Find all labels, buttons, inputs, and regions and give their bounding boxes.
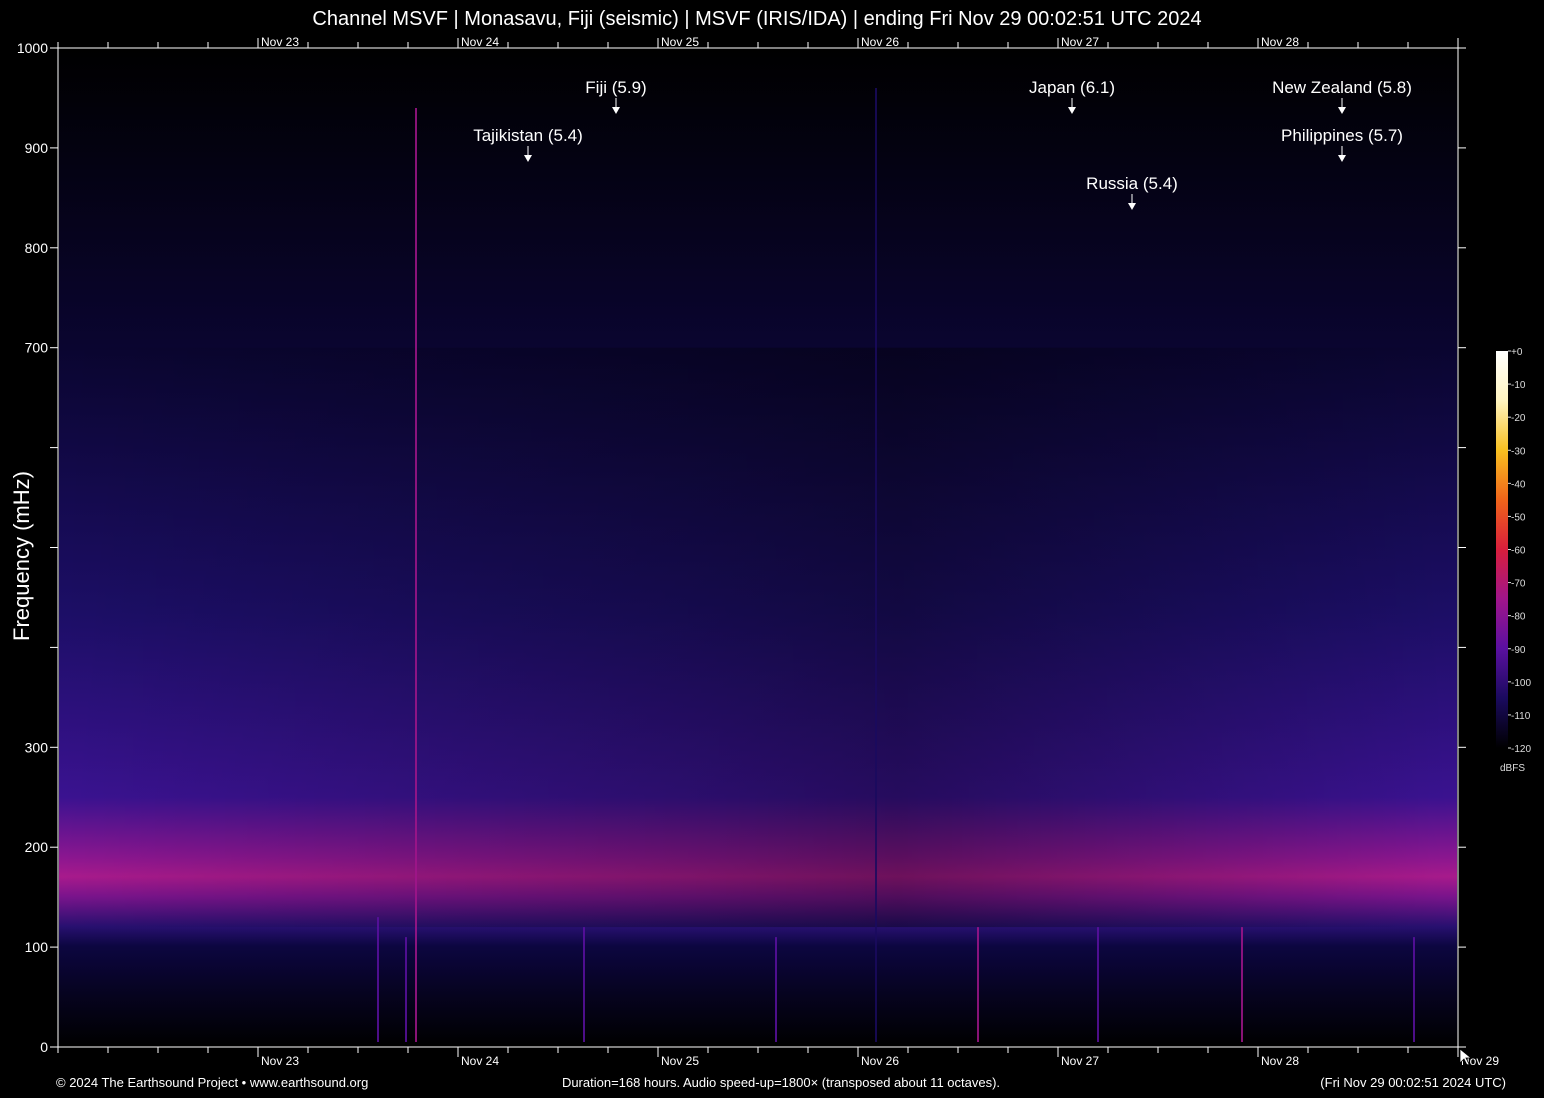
y-tick-label: 100: [25, 939, 49, 955]
y-tick-label: 0: [40, 1039, 48, 1055]
x-tick-label-top: Nov 24: [461, 35, 499, 49]
colorbar-tick-label: -100: [1511, 678, 1531, 689]
annotation-label: New Zealand (5.8): [1272, 78, 1412, 97]
x-tick-label-top: Nov 25: [661, 35, 699, 49]
colorbar-tick-label: -80: [1511, 612, 1526, 623]
footer-duration-info: Duration=168 hours. Audio speed-up=1800×…: [561, 1075, 1001, 1090]
colorbar-tick-label: -70: [1511, 579, 1526, 590]
x-tick-label-top: Nov 23: [261, 35, 299, 49]
y-tick-label: 1000: [17, 40, 48, 56]
earthquake-annotations: Tajikistan (5.4) Fiji (5.9) Japan (6.1) Rus…: [473, 78, 1412, 210]
colorbar-tick-label: -40: [1511, 479, 1526, 490]
footer-timestamp: (Fri Nov 29 00:02:51 2024 UTC): [1320, 1075, 1506, 1090]
y-tick-label: 900: [25, 140, 49, 156]
colorbar-tick-label: -10: [1511, 380, 1526, 391]
annotation-arrow-icon: [1068, 107, 1076, 114]
annotation-label: Tajikistan (5.4): [473, 126, 583, 145]
x-tick-label-top: Nov 28: [1261, 35, 1299, 49]
annotation-arrow-icon: [1338, 155, 1346, 162]
annotation-arrow-icon: [612, 107, 620, 114]
annotation-label: Japan (6.1): [1029, 78, 1115, 97]
colorbar-gradient: [1496, 351, 1508, 748]
spectrogram-midweek-fade: [59, 347, 1457, 928]
y-tick-label: 200: [25, 839, 49, 855]
spectrogram-image: [59, 49, 1457, 1046]
annotation-label: Fiji (5.9): [585, 78, 646, 97]
x-tick-label-bottom: Nov 25: [661, 1054, 699, 1068]
cursor-arrow-icon: [1459, 1048, 1473, 1066]
annotation-label: Philippines (5.7): [1281, 126, 1403, 145]
colorbar-tick-label: +0: [1511, 347, 1523, 358]
colorbar-tick-label: -50: [1511, 512, 1526, 523]
y-tick-label: 800: [25, 240, 49, 256]
colorbar-tick-label: -120: [1511, 744, 1531, 755]
event-streaks: [377, 87, 1415, 1043]
annotation-label: Russia (5.4): [1086, 174, 1178, 193]
x-tick-label-bottom: Nov 23: [261, 1054, 299, 1068]
colorbar-tick-label: -110: [1511, 711, 1531, 722]
colorbar-tick-label: -60: [1511, 546, 1526, 557]
annotation-arrow-icon: [524, 155, 532, 162]
x-tick-label-bottom: Nov 24: [461, 1054, 499, 1068]
x-tick-label-bottom: Nov 27: [1061, 1054, 1099, 1068]
axes: 0 100 200 300 700 800 900 1000 Nov 23 Nov 23 Nov 2…: [17, 35, 1500, 1068]
colorbar-tick-label: -90: [1511, 645, 1526, 656]
footer-copyright: © 2024 The Earthsound Project • www.eart…: [56, 1075, 369, 1090]
colorbar-tick-label: -20: [1511, 413, 1526, 424]
y-tick-label: 700: [25, 340, 49, 356]
annotation-arrow-icon: [1128, 203, 1136, 210]
colorbar-unit-label: dBFS: [1500, 763, 1525, 774]
x-tick-label-bottom: Nov 26: [861, 1054, 899, 1068]
x-tick-label-top: Nov 26: [861, 35, 899, 49]
colorbar: +0 -10 -20 -30 -40 -50 -60 -70 -80 -90 -100 -110 -12…: [1496, 347, 1531, 774]
chart-title: Channel MSVF | Monasavu, Fiji (seismic) …: [312, 8, 1202, 30]
x-tick-label-bottom: Nov 28: [1261, 1054, 1299, 1068]
y-tick-label: 300: [25, 739, 49, 755]
colorbar-tick-label: -30: [1511, 446, 1526, 457]
x-tick-label-top: Nov 27: [1061, 35, 1099, 49]
annotation-arrow-icon: [1338, 107, 1346, 114]
